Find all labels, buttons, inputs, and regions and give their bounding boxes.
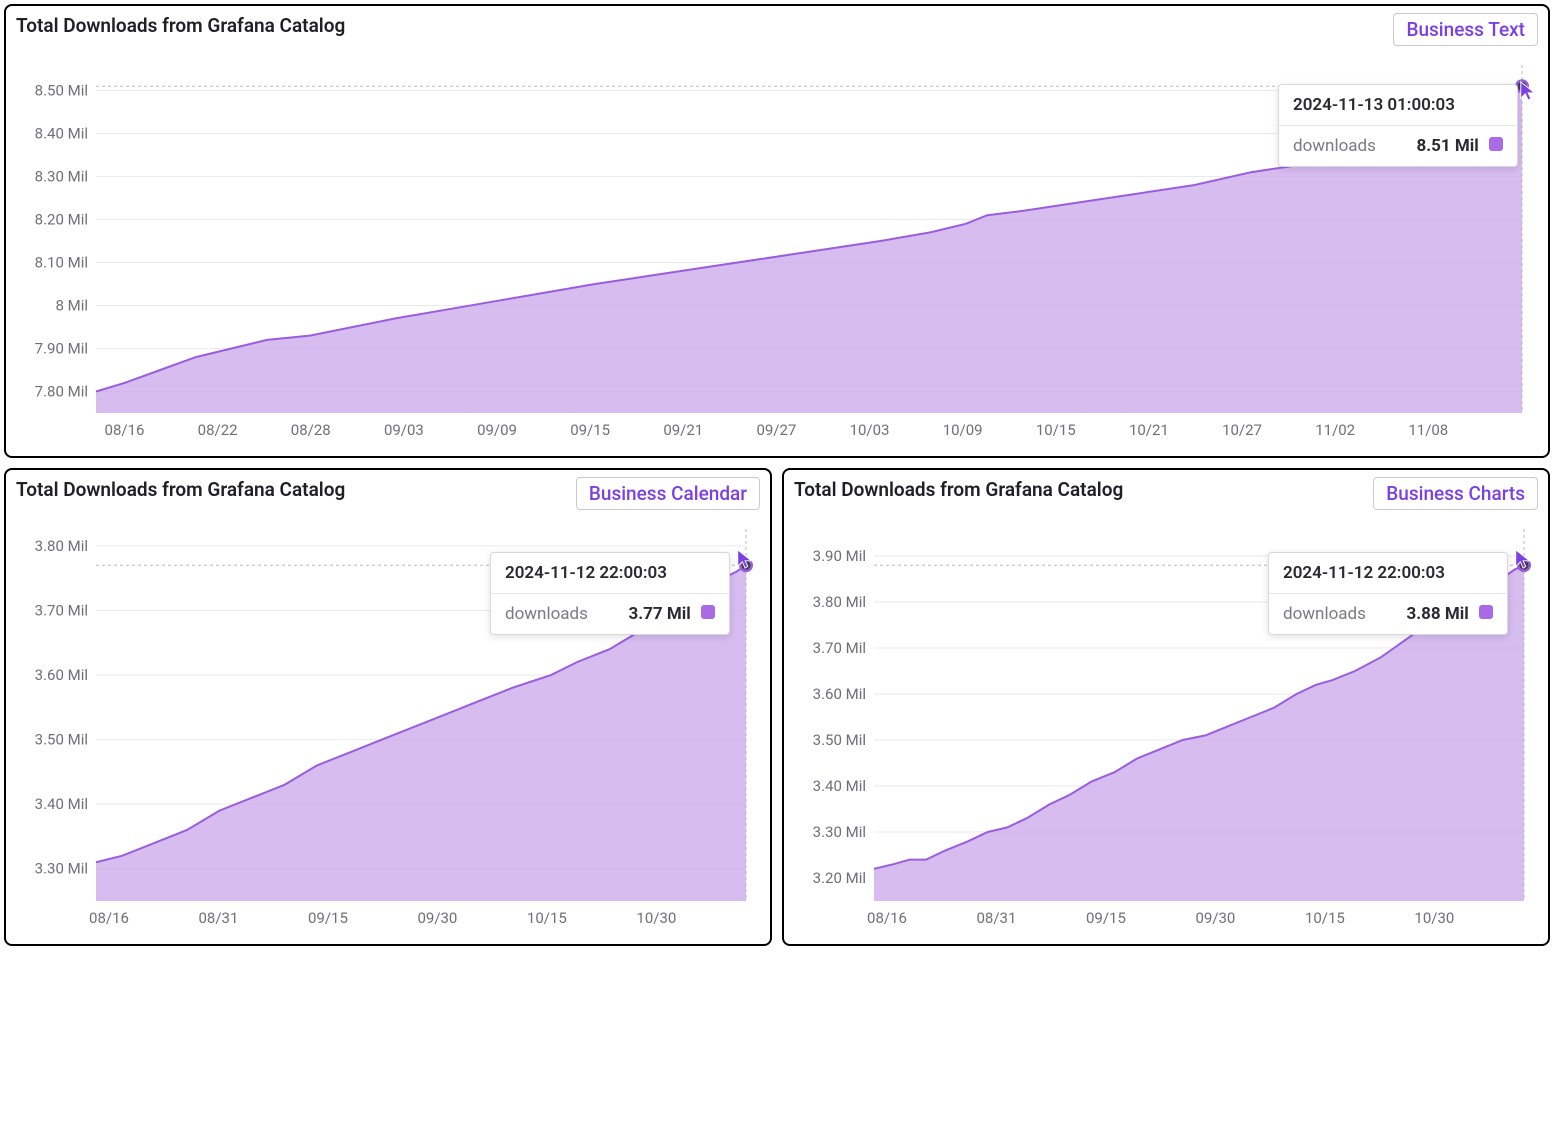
y-tick-label: 3.60 Mil (813, 685, 866, 703)
tooltip-timestamp: 2024-11-13 01:00:03 (1279, 85, 1517, 126)
x-tick-label: 10/03 (850, 421, 890, 439)
x-tick-label: 10/27 (1222, 421, 1262, 439)
y-tick-label: 3.50 Mil (813, 731, 866, 749)
x-tick-label: 10/15 (1305, 909, 1345, 927)
y-tick-label: 3.20 Mil (813, 869, 866, 887)
x-tick-label: 10/30 (636, 909, 676, 927)
x-tick-label: 08/16 (867, 909, 907, 927)
y-tick-label: 8 Mil (55, 297, 88, 315)
y-tick-label: 3.60 Mil (35, 666, 88, 684)
x-tick-label: 09/03 (384, 421, 424, 439)
tooltip-timestamp: 2024-11-12 22:00:03 (491, 553, 729, 594)
y-tick-label: 8.50 Mil (35, 82, 88, 100)
tooltip-swatch (1479, 605, 1493, 619)
x-tick-label: 11/02 (1315, 421, 1355, 439)
tooltip-label: downloads (1283, 604, 1366, 624)
tooltip-value: 8.51 Mil (1416, 136, 1478, 156)
x-tick-label: 08/31 (199, 909, 239, 927)
cursor-icon (1518, 80, 1540, 102)
y-tick-label: 3.30 Mil (35, 860, 88, 878)
y-tick-label: 3.40 Mil (813, 777, 866, 795)
x-tick-label: 09/15 (1086, 909, 1126, 927)
x-tick-label: 08/16 (105, 421, 145, 439)
y-tick-label: 3.50 Mil (35, 731, 88, 749)
panel-title: Total Downloads from Grafana Catalog (16, 14, 1538, 37)
y-tick-label: 8.30 Mil (35, 168, 88, 186)
tooltip-swatch (1489, 137, 1503, 151)
y-tick-label: 3.90 Mil (813, 547, 866, 565)
x-tick-label: 11/08 (1408, 421, 1448, 439)
tooltip-row: downloads 3.88 Mil (1269, 594, 1507, 634)
x-tick-label: 10/30 (1414, 909, 1454, 927)
x-tick-label: 08/22 (198, 421, 238, 439)
x-tick-label: 09/15 (570, 421, 610, 439)
y-tick-label: 8.10 Mil (35, 254, 88, 272)
y-tick-label: 3.40 Mil (35, 795, 88, 813)
tooltip-row: downloads 8.51 Mil (1279, 126, 1517, 166)
y-tick-label: 7.80 Mil (35, 383, 88, 401)
tooltip-timestamp: 2024-11-12 22:00:03 (1269, 553, 1507, 594)
y-tick-label: 3.80 Mil (813, 593, 866, 611)
x-tick-label: 10/15 (1036, 421, 1076, 439)
x-tick-label: 09/09 (477, 421, 517, 439)
y-tick-label: 3.80 Mil (35, 537, 88, 555)
y-tick-label: 8.20 Mil (35, 211, 88, 229)
chart-panel-top: Total Downloads from Grafana CatalogBusi… (4, 4, 1550, 458)
x-tick-label: 09/30 (417, 909, 457, 927)
y-tick-label: 3.70 Mil (35, 601, 88, 619)
y-tick-label: 8.40 Mil (35, 125, 88, 143)
tooltip-label: downloads (505, 604, 588, 624)
chart-tooltip: 2024-11-13 01:00:03 downloads 8.51 Mil (1278, 84, 1518, 167)
x-tick-label: 09/30 (1195, 909, 1235, 927)
x-tick-label: 09/27 (756, 421, 796, 439)
x-tick-label: 10/09 (943, 421, 983, 439)
x-tick-label: 08/31 (977, 909, 1017, 927)
chart-tooltip: 2024-11-12 22:00:03 downloads 3.88 Mil (1268, 552, 1508, 635)
chart-panel-bl: Total Downloads from Grafana CatalogBusi… (4, 468, 772, 946)
y-tick-label: 7.90 Mil (35, 340, 88, 358)
tooltip-row: downloads 3.77 Mil (491, 594, 729, 634)
chart-panel-br: Total Downloads from Grafana CatalogBusi… (782, 468, 1550, 946)
x-tick-label: 08/28 (291, 421, 331, 439)
y-tick-label: 3.30 Mil (813, 823, 866, 841)
x-tick-label: 09/21 (663, 421, 703, 439)
tooltip-swatch (701, 605, 715, 619)
y-tick-label: 3.70 Mil (813, 639, 866, 657)
cursor-icon (1513, 548, 1535, 570)
x-tick-label: 08/16 (89, 909, 129, 927)
cursor-icon (735, 548, 757, 570)
x-tick-label: 09/15 (308, 909, 348, 927)
chart-tooltip: 2024-11-12 22:00:03 downloads 3.77 Mil (490, 552, 730, 635)
x-tick-label: 10/15 (527, 909, 567, 927)
tooltip-value: 3.77 Mil (628, 604, 690, 624)
tooltip-value: 3.88 Mil (1406, 604, 1468, 624)
tooltip-label: downloads (1293, 136, 1376, 156)
x-tick-label: 10/21 (1129, 421, 1169, 439)
